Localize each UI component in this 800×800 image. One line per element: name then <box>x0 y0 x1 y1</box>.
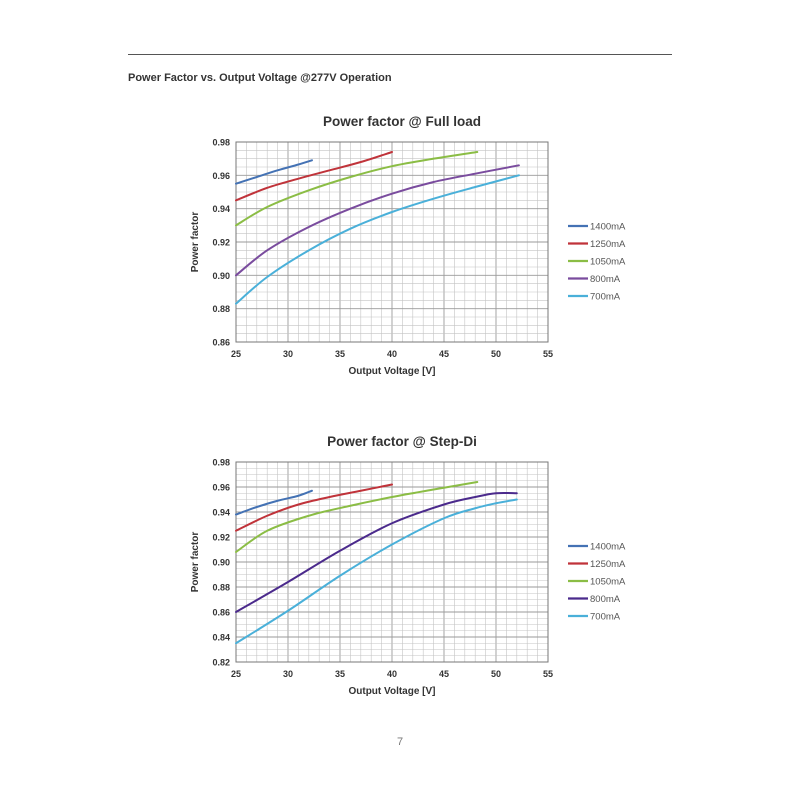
x-tick-label: 30 <box>283 669 293 679</box>
x-tick-label: 40 <box>387 349 397 359</box>
x-tick-label: 30 <box>283 349 293 359</box>
legend-label: 1400mA <box>590 222 626 233</box>
legend-label: 1050mA <box>590 577 626 588</box>
y-tick-label: 0.90 <box>212 271 230 281</box>
series-line <box>235 491 518 613</box>
legend-label: 1250mA <box>590 559 626 570</box>
series-line <box>235 498 518 645</box>
x-tick-label: 45 <box>439 349 449 359</box>
series-line <box>235 164 520 277</box>
y-axis-label: Power factor <box>190 532 201 593</box>
legend-label: 700mA <box>590 612 621 623</box>
series-line <box>235 151 393 202</box>
x-tick-label: 25 <box>231 349 241 359</box>
y-axis-label: Power factor <box>190 212 201 273</box>
legend-label: 800mA <box>590 594 621 605</box>
y-tick-label: 0.94 <box>212 508 230 518</box>
x-tick-label: 55 <box>543 349 553 359</box>
plot-frame <box>235 141 549 343</box>
legend-label: 800mA <box>590 274 621 285</box>
y-tick-label: 0.92 <box>212 533 230 543</box>
chart-title: Power factor @ Full load <box>323 114 481 129</box>
series-line <box>235 174 520 305</box>
y-tick-label: 0.84 <box>212 633 230 643</box>
legend-label: 1050mA <box>590 257 626 268</box>
y-tick-label: 0.88 <box>212 583 230 593</box>
x-axis-label: Output Voltage [V] <box>348 686 435 697</box>
y-tick-label: 0.92 <box>212 238 230 248</box>
y-tick-label: 0.98 <box>212 458 230 468</box>
x-tick-label: 50 <box>491 349 501 359</box>
x-tick-label: 35 <box>335 669 345 679</box>
grid <box>235 141 549 343</box>
y-tick-label: 0.94 <box>212 204 230 214</box>
series-line <box>235 159 313 185</box>
series-line <box>235 489 313 516</box>
x-tick-label: 25 <box>231 669 241 679</box>
chart-title: Power factor @ Step-Di <box>327 434 477 449</box>
y-tick-label: 0.82 <box>212 658 230 668</box>
x-tick-label: 40 <box>387 669 397 679</box>
series-line <box>235 483 393 532</box>
series-line <box>235 151 479 227</box>
y-tick-label: 0.90 <box>212 558 230 568</box>
y-tick-label: 0.86 <box>212 608 230 618</box>
top-rule <box>128 54 672 55</box>
legend-label: 1250mA <box>590 239 626 250</box>
y-tick-label: 0.86 <box>212 338 230 348</box>
x-tick-label: 45 <box>439 669 449 679</box>
y-tick-label: 0.88 <box>212 304 230 314</box>
x-tick-label: 35 <box>335 349 345 359</box>
chart-step-dim: Power factor @ Step-Di 25 30 35 40 45 50 55 0.82… <box>190 434 626 697</box>
chart-full-load: Power factor @ Full load 25 30 35 40 45 50 55 0.… <box>190 114 626 377</box>
y-tick-label: 0.98 <box>212 138 230 148</box>
y-tick-label: 0.96 <box>212 483 230 493</box>
x-tick-label: 55 <box>543 669 553 679</box>
section-heading: Power Factor vs. Output Voltage @277V Op… <box>128 72 392 84</box>
page-number: 7 <box>396 736 404 748</box>
legend-label: 1400mA <box>590 542 626 553</box>
y-tick-label: 0.96 <box>212 171 230 181</box>
x-axis-label: Output Voltage [V] <box>348 366 435 377</box>
series-line <box>235 481 479 553</box>
x-tick-label: 50 <box>491 669 501 679</box>
plot-frame <box>235 461 549 663</box>
legend-label: 700mA <box>590 292 621 303</box>
